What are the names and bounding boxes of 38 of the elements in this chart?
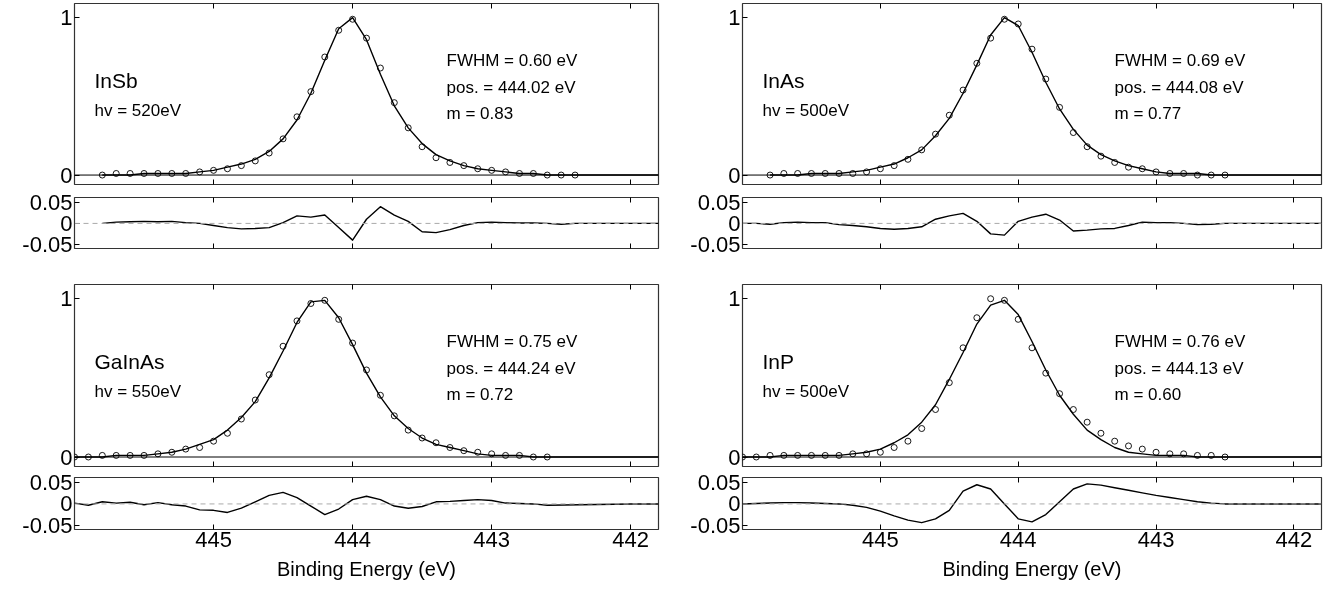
annotation: InSb	[94, 69, 138, 92]
x-tick-label: 444	[999, 526, 1037, 552]
annotation: GaInAs	[94, 350, 165, 373]
annotation: FWHM = 0.75 eV	[446, 332, 579, 351]
annotation: pos. = 444.02 eV	[446, 77, 577, 97]
annotation: hv = 500eV	[762, 101, 850, 120]
y-tick-label: 0	[728, 162, 741, 188]
x-tick-label: 442	[612, 526, 650, 552]
annotation: m = 0.60	[1114, 385, 1182, 404]
x-tick-label: 443	[1137, 526, 1175, 552]
y-tick-label: 0	[60, 162, 73, 188]
annotation: m = 0.83	[446, 104, 514, 123]
y-tick-label: 1	[728, 286, 741, 312]
y-tick-label: 0	[728, 444, 741, 470]
annotation: m = 0.72	[446, 385, 514, 404]
x-axis-title: Binding Energy (eV)	[942, 557, 1122, 580]
annotation: FWHM = 0.69 eV	[1114, 51, 1247, 70]
annotation: InP	[762, 350, 795, 373]
annotation: FWHM = 0.60 eV	[446, 51, 579, 70]
x-tick-label: 443	[473, 526, 511, 552]
x-tick-label: 445	[862, 526, 899, 552]
y-tick-label: 1	[728, 5, 741, 31]
annotation: hv = 500eV	[762, 382, 850, 401]
annotation: hv = 520eV	[94, 101, 182, 120]
annotation: pos. = 444.24 eV	[446, 358, 577, 378]
annotation: InAs	[762, 69, 805, 92]
x-axis-title: Binding Energy (eV)	[277, 557, 456, 580]
annotation: m = 0.77	[1114, 104, 1182, 123]
y-tick-label: 1	[60, 5, 73, 31]
annotation: FWHM = 0.76 eV	[1114, 332, 1247, 351]
x-tick-label: 442	[1275, 526, 1313, 552]
x-tick-label: 445	[195, 526, 232, 552]
x-tick-label: 444	[334, 526, 371, 552]
annotation: pos. = 444.08 eV	[1114, 77, 1245, 97]
y-tick-label: 0	[60, 444, 73, 470]
annotation: hv = 550eV	[94, 382, 182, 401]
annotation: pos. = 444.13 eV	[1114, 358, 1245, 378]
y-tick-label: 1	[60, 286, 73, 312]
